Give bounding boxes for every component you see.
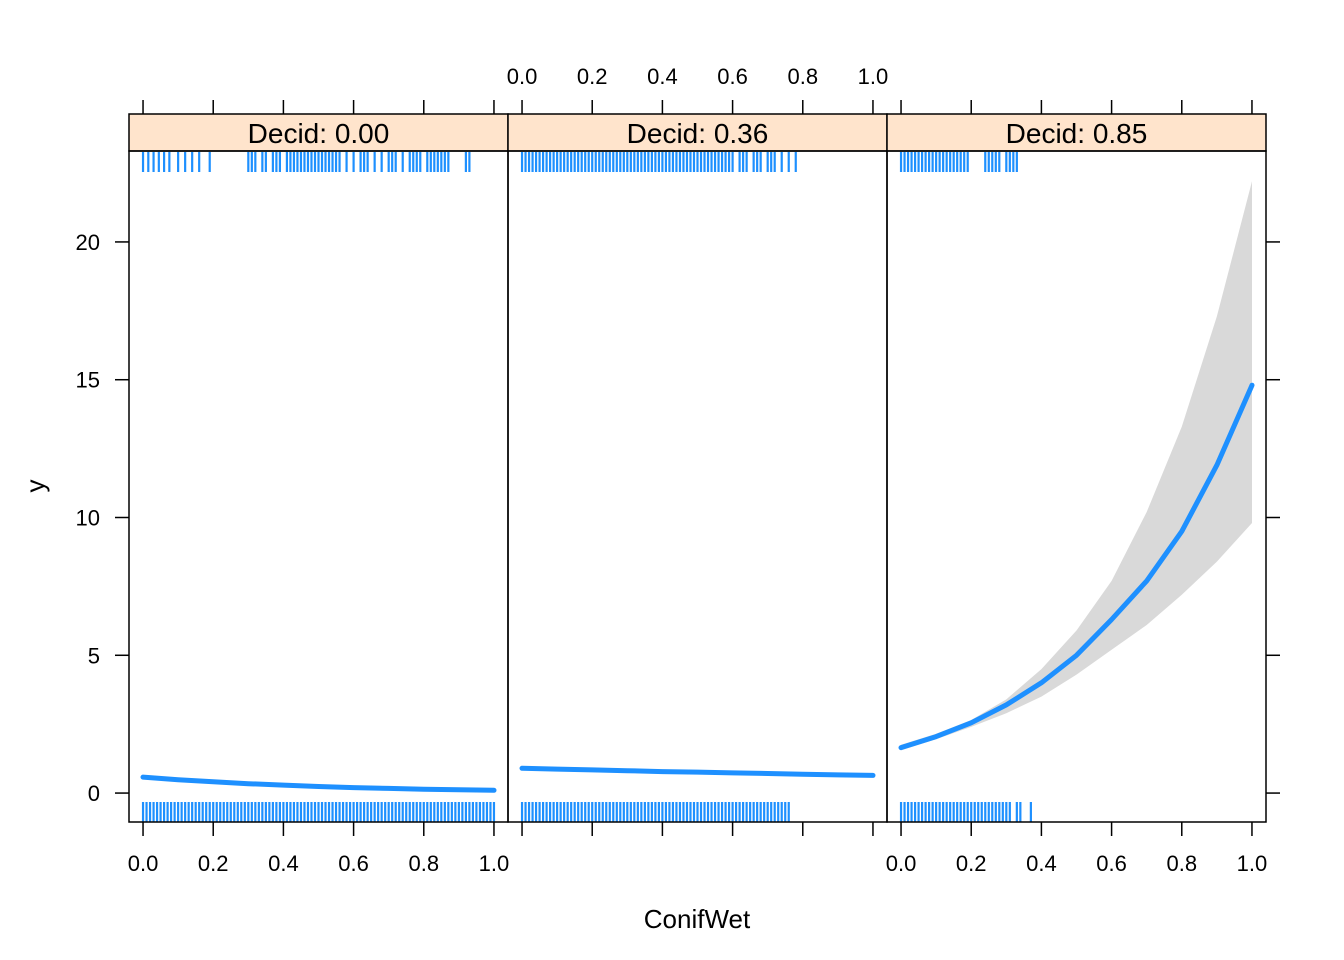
- x-tick-label-bottom: 0.0: [128, 851, 159, 876]
- fit-line: [519, 765, 876, 778]
- y-tick-label: 5: [88, 643, 100, 668]
- panel-strip: [886, 113, 1267, 152]
- x-tick-label-top: 0.8: [787, 64, 818, 89]
- x-tick-label-bottom: 0.2: [956, 851, 987, 876]
- x-tick-label-bottom: 0.4: [1026, 851, 1057, 876]
- x-tick-label-bottom: 0.0: [886, 851, 917, 876]
- x-tick-label-top: 0.0: [507, 64, 538, 89]
- rug-layer: [141, 152, 1032, 822]
- y-tick-label: 10: [76, 506, 100, 531]
- panel-strip: [507, 113, 888, 152]
- confidence-band: [901, 181, 1252, 751]
- x-tick-label-bottom: 0.6: [1096, 851, 1127, 876]
- x-tick-label-bottom: 0.8: [1166, 851, 1197, 876]
- x-tick-label-bottom: 1.0: [479, 851, 510, 876]
- y-tick-label: 0: [88, 781, 100, 806]
- x-tick-label-bottom: 0.8: [408, 851, 439, 876]
- strip-label: Decid: 0.85: [1006, 118, 1148, 149]
- y-axis-title: y: [20, 480, 50, 493]
- x-tick-label-bottom: 0.2: [198, 851, 229, 876]
- strip-label: Decid: 0.36: [627, 118, 769, 149]
- x-tick-label-bottom: 0.6: [338, 851, 369, 876]
- x-tick-label-bottom: 0.4: [268, 851, 299, 876]
- x-tick-label-top: 1.0: [858, 64, 889, 89]
- y-tick-label: 20: [76, 230, 100, 255]
- x-axis-title: ConifWet: [644, 904, 751, 934]
- fit-line-layer: [140, 382, 1255, 793]
- fit-line: [898, 382, 1255, 751]
- x-tick-label-bottom: 1.0: [1237, 851, 1268, 876]
- x-tick-label-top: 0.2: [577, 64, 608, 89]
- panel-frame: [886, 150, 1267, 823]
- x-tick-label-top: 0.4: [647, 64, 678, 89]
- frame-layer: Decid: 0.00 Decid: 0.36 Decid: 0.85: [128, 113, 1267, 823]
- strip-label: Decid: 0.00: [248, 118, 390, 149]
- x-tick-label-top: 0.6: [717, 64, 748, 89]
- fit-line: [140, 774, 497, 793]
- axes-layer: 0.0 0.2 0.4 0.6 0.8 1.0 0.0 0.2 0.4 0.6 0.8 1.0 0.0 0…: [76, 64, 1280, 876]
- confidence-band-layer: [901, 181, 1252, 751]
- y-tick-label: 15: [76, 368, 100, 393]
